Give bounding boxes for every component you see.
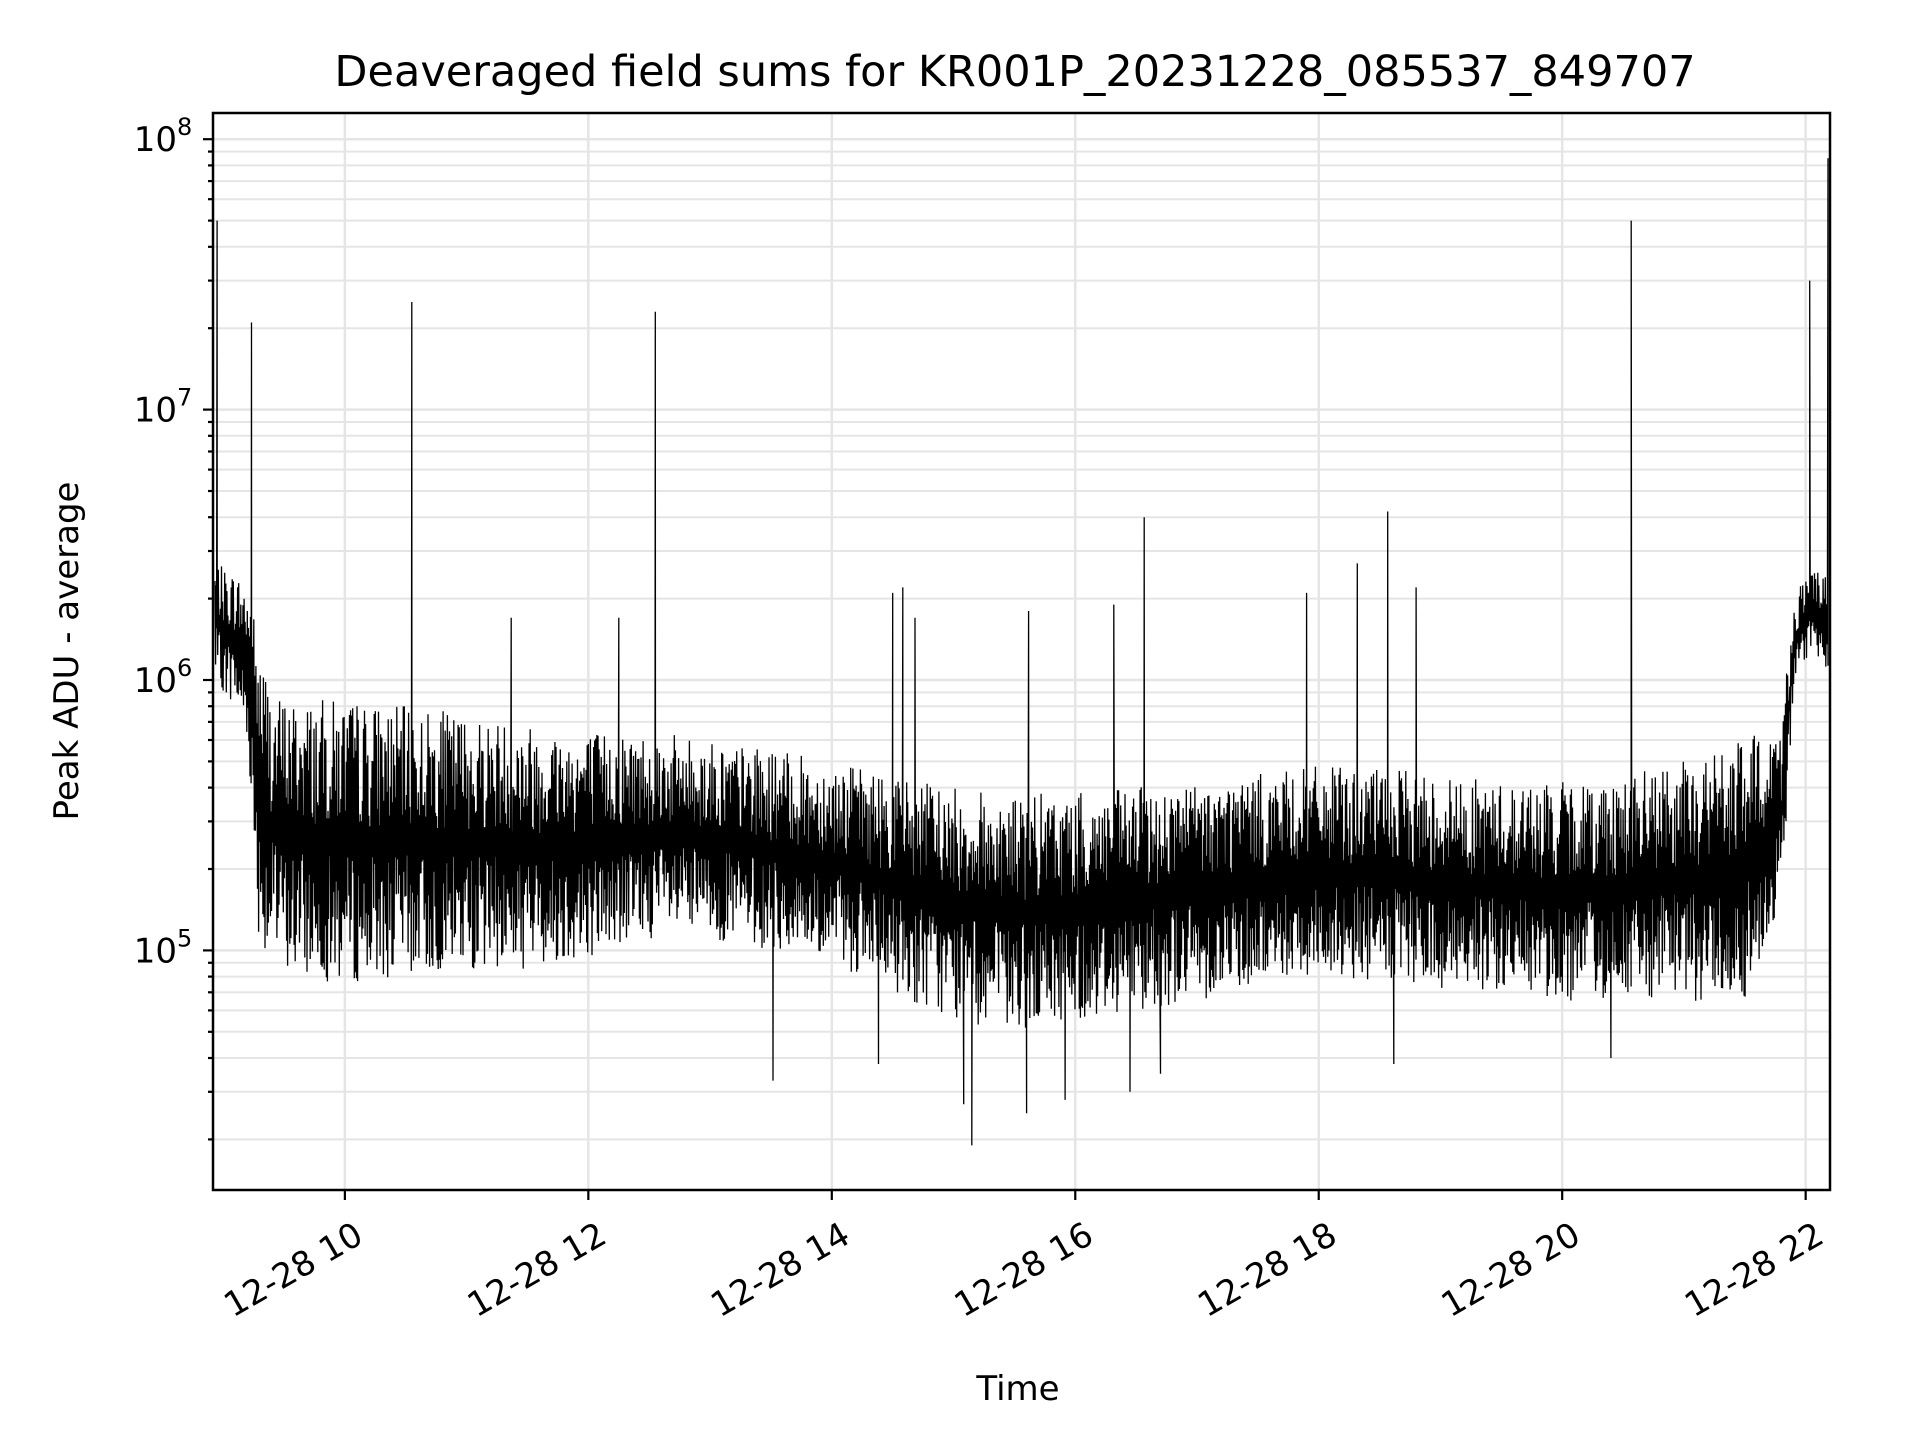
y-tick-label: 10 <box>134 120 177 160</box>
series-line <box>214 158 1829 1146</box>
x-axis-label: Time <box>975 1369 1059 1409</box>
y-tick-exponent: 6 <box>177 654 192 682</box>
y-axis-label: Peak ADU - average <box>47 482 87 821</box>
chart-title: Deaveraged field sums for KR001P_2023122… <box>334 47 1695 97</box>
series-path <box>214 158 1829 1146</box>
y-tick-exponent: 8 <box>177 113 192 141</box>
plot-frame <box>211 111 1832 1192</box>
y-tick-label: 10 <box>134 661 177 701</box>
grid <box>213 113 1830 1190</box>
y-tick-exponent: 7 <box>177 384 192 412</box>
y-tick-exponent: 5 <box>177 924 192 952</box>
y-tick-label: 10 <box>134 931 177 971</box>
y-tick-label: 10 <box>134 391 177 431</box>
